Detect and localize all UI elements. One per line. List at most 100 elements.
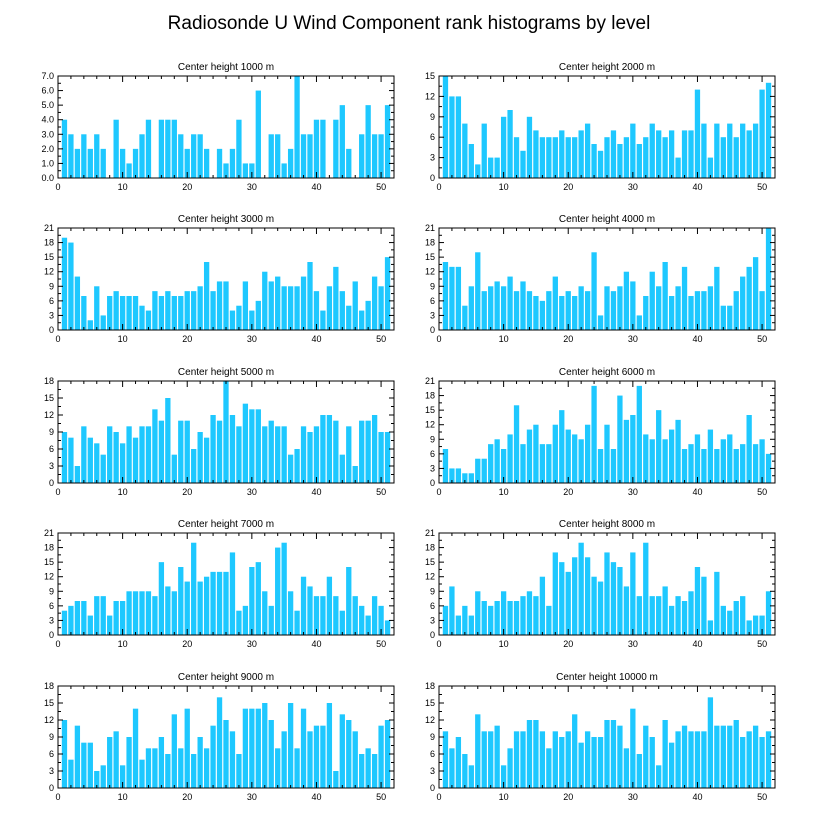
bar (714, 123, 720, 178)
y-tick-label: 7.0 (41, 71, 54, 81)
bar (346, 305, 352, 330)
bar (675, 731, 681, 788)
bar (520, 596, 526, 635)
bar (733, 137, 739, 178)
bar (462, 123, 468, 178)
bar (262, 591, 268, 635)
bar (481, 601, 487, 635)
bar (165, 291, 171, 330)
y-tick-label: 4.0 (41, 115, 54, 125)
bar (229, 148, 236, 178)
bar (346, 426, 352, 483)
bar (746, 415, 752, 483)
y-tick-label: 12 (425, 420, 435, 430)
bar (533, 130, 539, 178)
bar (107, 737, 113, 788)
bar (617, 144, 623, 178)
bar (371, 276, 378, 330)
bar (242, 605, 249, 635)
x-tick-label: 30 (247, 334, 257, 344)
figure-title: Radiosonde U Wind Component rank histogr… (168, 13, 651, 34)
bar (313, 119, 320, 178)
x-tick-label: 40 (311, 334, 321, 344)
bar (152, 596, 158, 635)
bar (746, 266, 752, 330)
bar (223, 720, 229, 788)
bar (145, 310, 152, 330)
x-tick-label: 0 (55, 792, 60, 802)
bar (203, 262, 210, 330)
bar (339, 714, 345, 788)
bar (649, 123, 655, 178)
bar (475, 591, 481, 635)
bar (326, 286, 333, 330)
bar (268, 605, 274, 635)
bar (765, 591, 772, 635)
bar (216, 148, 223, 178)
bar (191, 291, 197, 330)
bar (313, 725, 320, 788)
bar (656, 596, 662, 635)
bar (178, 748, 184, 788)
bar (275, 426, 281, 483)
x-tick-label: 10 (118, 792, 128, 802)
bar (468, 473, 474, 483)
x-tick-label: 20 (182, 182, 192, 192)
bar (578, 439, 584, 483)
bar (572, 557, 578, 635)
bar (255, 300, 261, 330)
bar (236, 426, 242, 483)
bar (378, 286, 384, 330)
bar (287, 286, 294, 330)
bar (610, 291, 617, 330)
bar (688, 591, 694, 635)
histogram-panel: Center height 8000 m 0 3 6 9 12 15 18 21 0 10 20 30 4… (425, 519, 776, 649)
bar (752, 725, 759, 788)
bar (488, 731, 494, 788)
x-tick-label: 40 (692, 334, 702, 344)
bar (442, 449, 449, 483)
y-tick-label: 0 (430, 783, 435, 793)
bar (236, 754, 242, 788)
bar (281, 426, 287, 483)
y-tick-label: 1.0 (41, 158, 54, 168)
bar (462, 305, 468, 330)
bar (255, 90, 261, 178)
bar (339, 610, 345, 635)
bar (610, 449, 617, 483)
bar (100, 765, 106, 788)
bar (223, 163, 229, 178)
y-tick-label: 12 (425, 715, 435, 725)
bar (681, 725, 688, 788)
bar (475, 714, 481, 788)
bar (359, 754, 365, 788)
bar (158, 420, 165, 483)
bar (662, 137, 668, 178)
bar (165, 398, 171, 483)
bar (236, 305, 242, 330)
bar (171, 296, 177, 330)
bar (694, 567, 701, 635)
y-tick-label: 9 (49, 732, 54, 742)
bar (759, 737, 765, 788)
bar (649, 271, 655, 330)
bar (752, 123, 759, 178)
bar (352, 596, 358, 635)
x-tick-label: 40 (311, 792, 321, 802)
bar (165, 119, 171, 178)
bar (287, 454, 294, 483)
y-tick-label: 21 (425, 223, 435, 233)
bar (346, 567, 352, 635)
bar (656, 410, 662, 483)
bar (307, 731, 313, 788)
bar (630, 552, 636, 635)
bar (559, 130, 565, 178)
bar (268, 720, 274, 788)
bar (572, 296, 578, 330)
y-tick-label: 15 (425, 557, 435, 567)
bar (578, 742, 584, 788)
bar (113, 291, 119, 330)
bar (630, 708, 636, 788)
bar (513, 731, 520, 788)
bar (649, 439, 655, 483)
